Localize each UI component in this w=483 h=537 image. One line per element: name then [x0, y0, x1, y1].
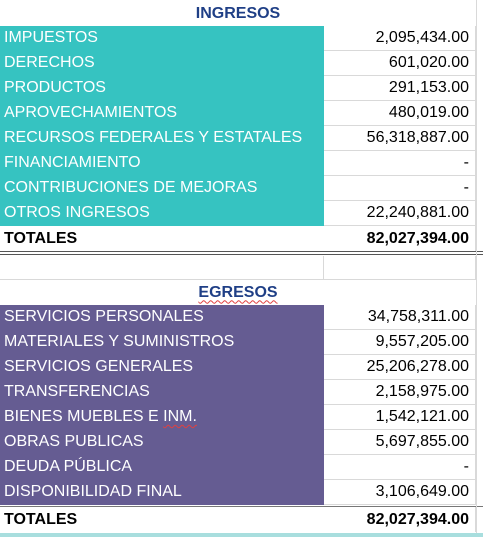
ingresos-row-label[interactable]: APROVECHAMIENTOS [0, 101, 324, 126]
egresos-header-row: EGRESOS [0, 280, 483, 305]
table-row: OBRAS PUBLICAS 5,697,855.00 [0, 430, 483, 455]
ingresos-total-value[interactable]: 82,027,394.00 [324, 226, 476, 251]
bottom-border [0, 533, 483, 537]
table-row: CONTRIBUCIONES DE MEJORAS - [0, 176, 483, 201]
egresos-row-label[interactable]: TRANSFERENCIAS [0, 380, 324, 405]
column-gridline [476, 0, 477, 537]
blank-cell[interactable] [324, 256, 476, 280]
ingresos-row-value[interactable]: 56,318,887.00 [324, 126, 476, 151]
egresos-row-value[interactable]: 1,542,121.00 [324, 405, 476, 430]
table-row: IMPUESTOS 2,095,434.00 [0, 26, 483, 51]
ingresos-title[interactable]: INGRESOS [195, 5, 281, 22]
egresos-row-value[interactable]: 5,697,855.00 [324, 430, 476, 455]
ingresos-row-label[interactable]: FINANCIAMIENTO [0, 151, 324, 176]
table-row: DEUDA PÚBLICA - [0, 455, 483, 480]
table-row: TRANSFERENCIAS 2,158,975.00 [0, 380, 483, 405]
table-row: SERVICIOS GENERALES 25,206,278.00 [0, 355, 483, 380]
egresos-total-row: TOTALES 82,027,394.00 [0, 507, 483, 532]
ingresos-row-label[interactable]: PRODUCTOS [0, 76, 324, 101]
table-row: OTROS INGRESOS 22,240,881.00 [0, 201, 483, 226]
egresos-row-value[interactable]: 3,106,649.00 [324, 480, 476, 505]
egresos-row-value[interactable]: - [324, 455, 476, 480]
ingresos-row-label[interactable]: DERECHOS [0, 51, 324, 76]
blank-cell[interactable] [0, 256, 324, 280]
egresos-row-label[interactable]: SERVICIOS GENERALES [0, 355, 324, 380]
ingresos-row-value[interactable]: 601,020.00 [324, 51, 476, 76]
table-row: RECURSOS FEDERALES Y ESTATALES 56,318,88… [0, 126, 483, 151]
blank-row [0, 256, 483, 280]
egresos-row-label[interactable]: OBRAS PUBLICAS [0, 430, 324, 455]
egresos-row-label[interactable]: SERVICIOS PERSONALES [0, 305, 324, 330]
egresos-row-label[interactable]: BIENES MUEBLES E INM. [0, 405, 324, 430]
ingresos-row-value[interactable]: - [324, 176, 476, 201]
ingresos-total-row: TOTALES 82,027,394.00 [0, 226, 483, 251]
table-row: FINANCIAMIENTO - [0, 151, 483, 176]
double-border [0, 254, 483, 255]
ingresos-total-label[interactable]: TOTALES [0, 226, 324, 251]
egresos-title-cell[interactable]: EGRESOS [0, 280, 476, 305]
table-row: SERVICIOS PERSONALES 34,758,311.00 [0, 305, 483, 330]
ingresos-row-label[interactable]: RECURSOS FEDERALES Y ESTATALES [0, 126, 324, 151]
table-row: MATERIALES Y SUMINISTROS 9,557,205.00 [0, 330, 483, 355]
egresos-title: EGRESOS [198, 283, 278, 301]
ingresos-row-label[interactable]: IMPUESTOS [0, 26, 324, 51]
table-row: DISPONIBILIDAD FINAL 3,106,649.00 [0, 480, 483, 505]
egresos-row-label[interactable]: MATERIALES Y SUMINISTROS [0, 330, 324, 355]
table-row: APROVECHAMIENTOS 480,019.00 [0, 101, 483, 126]
double-border [0, 251, 483, 252]
egresos-row-value[interactable]: 2,158,975.00 [324, 380, 476, 405]
table-row: PRODUCTOS 291,153.00 [0, 76, 483, 101]
egresos-row-value[interactable]: 34,758,311.00 [324, 305, 476, 330]
ingresos-row-value[interactable]: 22,240,881.00 [324, 201, 476, 226]
total-top-border [0, 506, 483, 507]
ingresos-row-value[interactable]: 291,153.00 [324, 76, 476, 101]
ingresos-row-label[interactable]: OTROS INGRESOS [0, 201, 324, 226]
ingresos-header-row: INGRESOS [0, 2, 483, 26]
table-row: BIENES MUEBLES E INM. 1,542,121.00 [0, 405, 483, 430]
egresos-total-value[interactable]: 82,027,394.00 [324, 507, 476, 532]
egresos-row-label[interactable]: DISPONIBILIDAD FINAL [0, 480, 324, 505]
label-text-flagged: INM. [163, 408, 197, 425]
label-text: BIENES MUEBLES E [4, 408, 164, 425]
ingresos-row-value[interactable]: 480,019.00 [324, 101, 476, 126]
table-row: DERECHOS 601,020.00 [0, 51, 483, 76]
egresos-row-value[interactable]: 9,557,205.00 [324, 330, 476, 355]
ingresos-row-value[interactable]: 2,095,434.00 [324, 26, 476, 51]
ingresos-row-value[interactable]: - [324, 151, 476, 176]
ingresos-row-label[interactable]: CONTRIBUCIONES DE MEJORAS [0, 176, 324, 201]
egresos-total-label[interactable]: TOTALES [0, 507, 324, 532]
egresos-row-label[interactable]: DEUDA PÚBLICA [0, 455, 324, 480]
egresos-row-value[interactable]: 25,206,278.00 [324, 355, 476, 380]
